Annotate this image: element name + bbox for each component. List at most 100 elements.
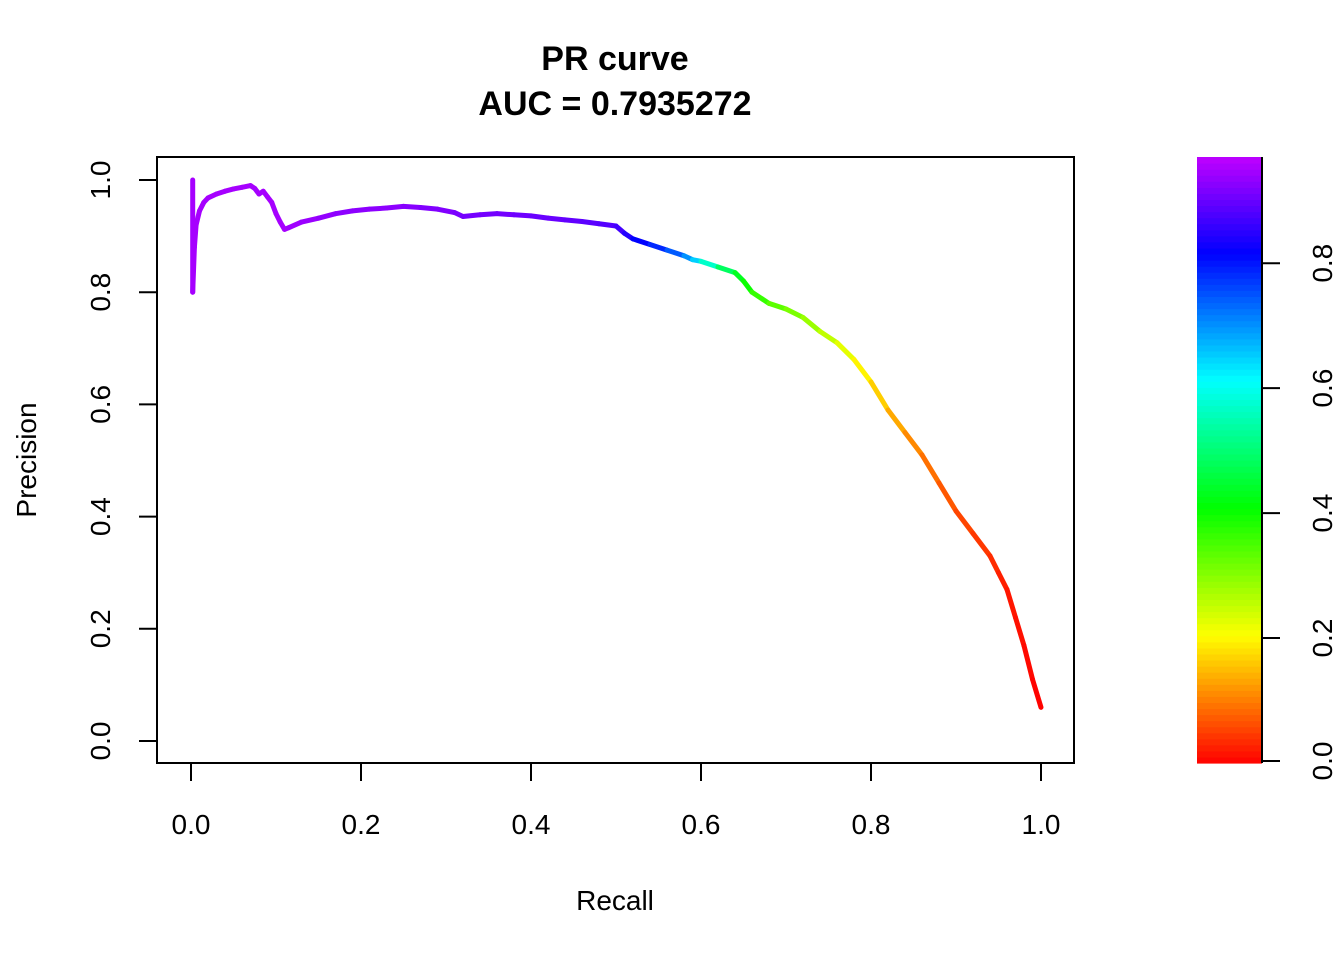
colorbar-swatch xyxy=(1197,429,1262,437)
colorbar-swatch xyxy=(1197,544,1262,552)
colorbar-swatch xyxy=(1197,253,1262,261)
colorbar-swatch xyxy=(1197,581,1262,588)
colorbar-swatch xyxy=(1197,290,1262,297)
curve-segment xyxy=(191,222,199,250)
curve-segment xyxy=(494,211,517,218)
colorbar-swatch xyxy=(1197,187,1262,194)
colorbar-swatch xyxy=(1197,217,1262,225)
colorbar-swatch xyxy=(1197,587,1262,594)
curve-segment xyxy=(1004,587,1018,621)
colorbar-swatch xyxy=(1197,508,1262,516)
colorbar-swatch xyxy=(1197,229,1262,237)
pr-curve-line xyxy=(190,177,1044,710)
colorbar-swatch xyxy=(1197,193,1262,201)
colorbar-swatch xyxy=(1197,393,1262,400)
y-tick-label: 0.0 xyxy=(85,722,116,761)
colorbar-swatch xyxy=(1197,181,1262,188)
colorbar-swatch xyxy=(1197,611,1262,619)
colorbar-swatch xyxy=(1197,641,1262,649)
colorbar-swatch xyxy=(1197,490,1262,497)
colorbar-swatch xyxy=(1197,569,1262,576)
colorbar-swatch xyxy=(1197,411,1262,419)
colorbar-swatch xyxy=(1197,405,1262,413)
curve-segment xyxy=(1013,615,1027,649)
colorbar-tick-label: 0.8 xyxy=(1307,244,1338,283)
colorbar-swatch xyxy=(1197,211,1262,219)
colorbar-swatch xyxy=(1197,466,1262,473)
colorbar-swatch xyxy=(1197,526,1262,534)
colorbar-swatch xyxy=(1197,563,1262,570)
curve-segment xyxy=(996,570,1010,593)
curve-segment xyxy=(1030,676,1044,710)
curve-segment xyxy=(1021,643,1035,682)
colorbar-swatch xyxy=(1197,363,1262,370)
colorbar-swatch xyxy=(1197,623,1262,631)
y-tick-label: 0.2 xyxy=(85,609,116,648)
colorbar-swatch xyxy=(1197,684,1262,691)
colorbar-swatch xyxy=(1197,260,1262,267)
colorbar-swatch xyxy=(1197,175,1262,182)
colorbar-swatch xyxy=(1197,599,1262,607)
curve-segment xyxy=(987,553,1001,576)
curve-segment xyxy=(970,530,993,559)
curve-segment xyxy=(630,236,653,248)
colorbar-swatch xyxy=(1197,320,1262,328)
colorbar-swatch xyxy=(1197,756,1262,764)
colorbar-swatch xyxy=(1197,302,1262,310)
curve-segment xyxy=(579,219,602,227)
curve-segment xyxy=(919,452,942,486)
curve-segment xyxy=(783,306,806,320)
colorbar-swatch xyxy=(1197,732,1262,740)
curve-segment xyxy=(851,357,874,385)
colorbar-swatch xyxy=(1197,738,1262,746)
colorbar-swatch xyxy=(1197,314,1262,322)
colorbar-swatch xyxy=(1197,235,1262,243)
colorbar-swatch xyxy=(1197,387,1262,394)
colorbar-swatch xyxy=(1197,435,1262,443)
curve-segment xyxy=(528,213,551,221)
colorbar-swatch xyxy=(1197,272,1262,279)
curve-segment xyxy=(545,215,568,223)
colorbar-swatch xyxy=(1197,417,1262,425)
curve-segment xyxy=(460,212,483,219)
colorbar-swatch xyxy=(1197,708,1262,716)
curve-segment xyxy=(953,508,976,536)
y-tick-label: 0.8 xyxy=(85,273,116,312)
curve-segment xyxy=(435,206,457,216)
chart-subtitle: AUC = 0.7935272 xyxy=(478,85,751,123)
colorbar-swatch xyxy=(1197,284,1262,291)
colorbar-swatch xyxy=(1197,375,1262,382)
curve-segment xyxy=(333,208,355,217)
y-axis-label: Precision xyxy=(11,402,42,517)
colorbar-swatch xyxy=(1197,629,1262,637)
colorbar-swatch xyxy=(1197,484,1262,491)
colorbar-swatch xyxy=(1197,399,1262,407)
colorbar-swatch xyxy=(1197,647,1262,655)
curve-segment xyxy=(902,429,925,458)
curve-segment xyxy=(384,203,406,211)
colorbar-swatch xyxy=(1197,556,1262,564)
colorbar-swatch xyxy=(1197,205,1262,213)
colorbar-swatch xyxy=(1197,550,1262,558)
curve-segment xyxy=(885,407,908,435)
curve-segment xyxy=(698,258,721,270)
colorbar-swatch xyxy=(1197,605,1262,613)
colorbar-swatch xyxy=(1197,356,1262,364)
colorbar-swatch xyxy=(1197,520,1262,528)
colorbar-tick-label: 0.6 xyxy=(1307,369,1338,408)
colorbar-swatch xyxy=(1197,672,1262,679)
colorbar-swatch xyxy=(1197,702,1262,710)
curve-segment xyxy=(299,215,321,225)
colorbar-swatch xyxy=(1197,199,1262,207)
colorbar-swatch xyxy=(1197,441,1262,449)
colorbar-swatch xyxy=(1197,696,1262,703)
curve-segment xyxy=(511,212,534,219)
colorbar-swatch xyxy=(1197,478,1262,485)
curve-segment xyxy=(316,211,338,221)
colorbar-tick-label: 0.0 xyxy=(1307,742,1338,781)
colorbar-swatch xyxy=(1197,514,1262,522)
colorbar-swatch xyxy=(1197,157,1262,164)
y-tick-label: 0.6 xyxy=(85,385,116,424)
colorbar-swatch xyxy=(1197,690,1262,697)
